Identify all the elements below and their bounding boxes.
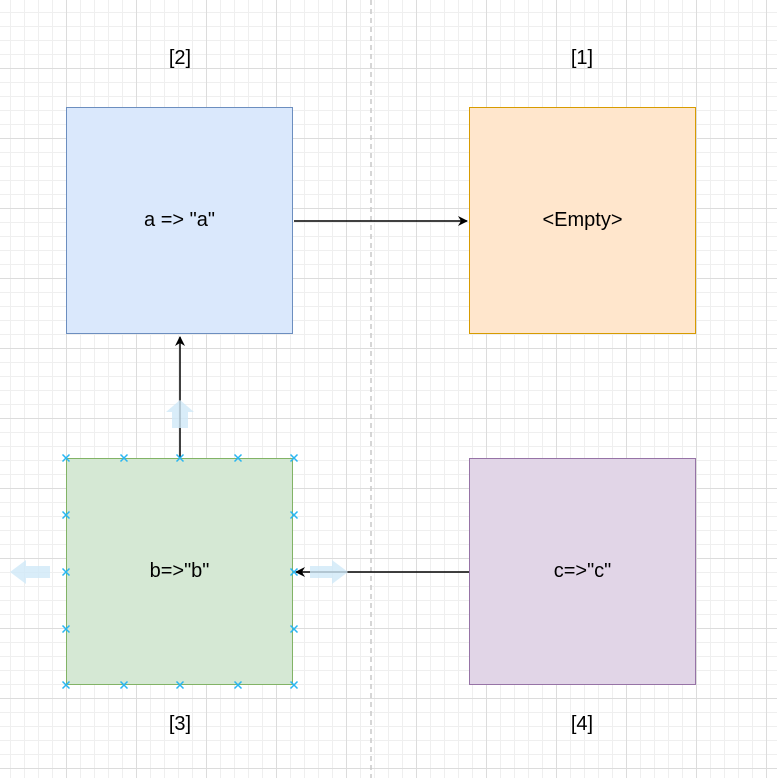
label-3: [3] [168,713,192,735]
node-a-label: a => "a" [144,209,215,231]
connect-hint-right-icon[interactable] [310,560,348,584]
node-a[interactable]: a => "a" [66,107,293,334]
node-c[interactable]: c=>"c" [469,458,696,685]
label-4: [4] [570,713,594,735]
node-b[interactable]: b=>"b" [66,458,293,685]
node-empty[interactable]: <Empty> [469,107,696,334]
node-empty-label: <Empty> [542,209,623,231]
label-1: [1] [570,47,594,69]
connect-hint-left-icon[interactable] [10,560,50,584]
node-b-label: b=>"b" [149,560,210,582]
connect-hint-up-icon[interactable] [166,400,194,428]
label-2: [2] [168,47,192,69]
node-c-label: c=>"c" [553,560,612,582]
